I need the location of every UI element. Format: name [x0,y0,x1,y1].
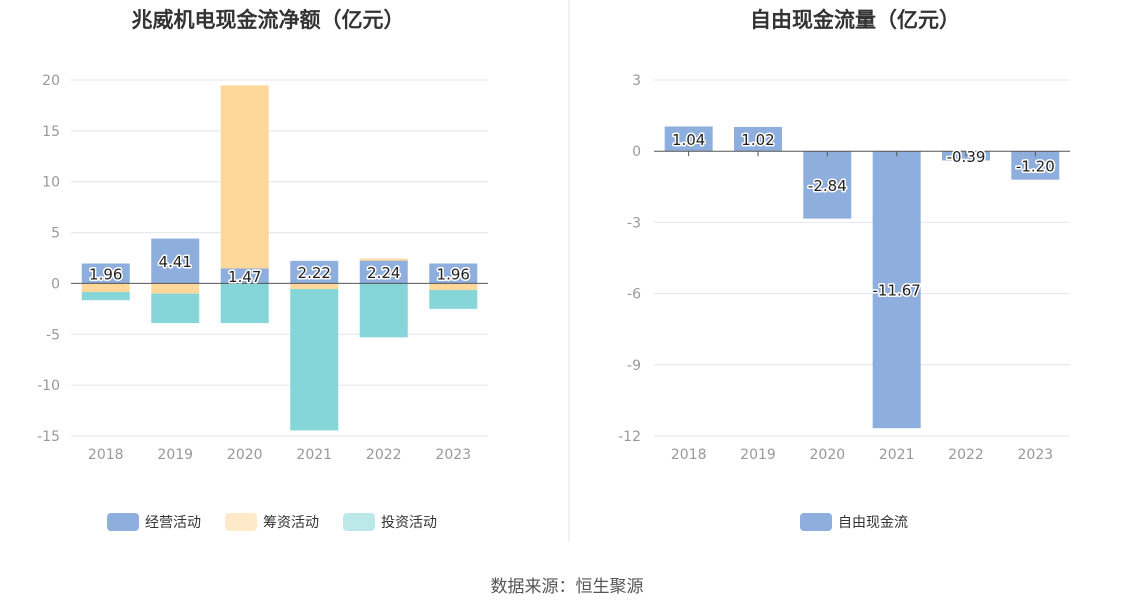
data-label: -11.67 [872,282,920,300]
x-tick-label: 2019 [157,447,193,463]
legend-swatch[interactable] [107,513,139,531]
bar-3 [429,290,478,309]
x-tick-label: 2022 [366,447,402,463]
data-label: -0.39 [947,148,986,166]
x-tick-label: 2020 [227,447,263,463]
legend-label[interactable]: 筹资活动 [263,514,319,531]
data-label: -2.84 [808,177,847,195]
bar-1 [734,126,782,152]
bar-3 [290,289,339,431]
y-tick-label: 3 [632,73,641,89]
bar-1 [429,263,478,284]
data-label: 1.04 [672,131,705,149]
y-tick-label: -15 [37,429,60,445]
bar-1 [81,263,130,284]
y-tick-label: 0 [632,144,641,160]
legend-swatch[interactable] [800,513,832,531]
x-tick-label: 2023 [1018,447,1054,463]
bar-1 [290,260,339,284]
data-label: 1.96 [89,265,122,283]
data-label: -1.20 [1016,157,1055,175]
x-tick-label: 2018 [88,447,124,463]
bar-2 [290,283,339,290]
y-tick-label: -12 [618,429,641,445]
bar-1 [803,151,852,219]
bar-2 [151,283,200,294]
y-tick-label: 15 [42,124,60,140]
data-source: 数据来源：恒生聚源 [491,577,644,597]
legend-label[interactable]: 投资活动 [381,515,437,531]
bar-2 [81,283,130,293]
x-tick-label: 2021 [296,447,332,463]
bar-3 [151,293,200,324]
data-label: 1.47 [228,268,261,286]
bar-2 [220,85,269,269]
bar-1 [359,260,408,284]
data-label: 1.02 [741,131,774,149]
legend-label[interactable]: 自由现金流 [838,515,908,531]
bar-2 [429,283,478,291]
x-tick-label: 2023 [435,447,471,463]
bar-3 [220,283,269,324]
y-tick-label: 0 [51,276,60,292]
cash-flow-chart: 兆威机电现金流净额（亿元） 20 15 10 5 0 -5 -10 -15 2018 2019 202… [37,8,488,531]
y-tick-label: -3 [627,215,641,231]
data-label: 2.24 [367,264,400,282]
data-label: 2.22 [298,264,331,282]
x-tick-label: 2020 [810,447,846,463]
y-tick-label: -9 [627,358,641,374]
legend-swatch[interactable] [225,513,257,531]
y-tick-label: -10 [37,378,60,394]
chart-title: 兆威机电现金流净额（亿元） [132,8,405,32]
y-tick-label: -6 [627,287,641,303]
x-tick-label: 2019 [740,447,776,463]
free-cash-flow-chart: 自由现金流量（亿元） 3 0 -3 -6 -9 -12 2018 2019 2020 2021 202… [618,8,1070,531]
bar-1 [220,268,269,284]
chart-title: 自由现金流量（亿元） [750,8,960,32]
legend-swatch[interactable] [343,513,375,531]
bar-1 [151,238,200,284]
bar-2 [359,258,408,261]
bar-3 [81,292,130,301]
data-label: 1.96 [437,265,470,283]
y-tick-label: 10 [42,175,60,191]
bar-3 [359,283,408,338]
bar-1 [872,151,921,429]
x-tick-label: 2021 [879,447,915,463]
y-tick-label: -5 [46,327,60,343]
data-label: 4.41 [159,253,192,271]
x-tick-label: 2022 [948,447,984,463]
bar-1 [664,126,713,152]
y-tick-label: 20 [42,73,60,89]
legend-label[interactable]: 经营活动 [145,515,201,531]
x-tick-label: 2018 [671,447,707,463]
y-tick-label: 5 [51,226,60,242]
